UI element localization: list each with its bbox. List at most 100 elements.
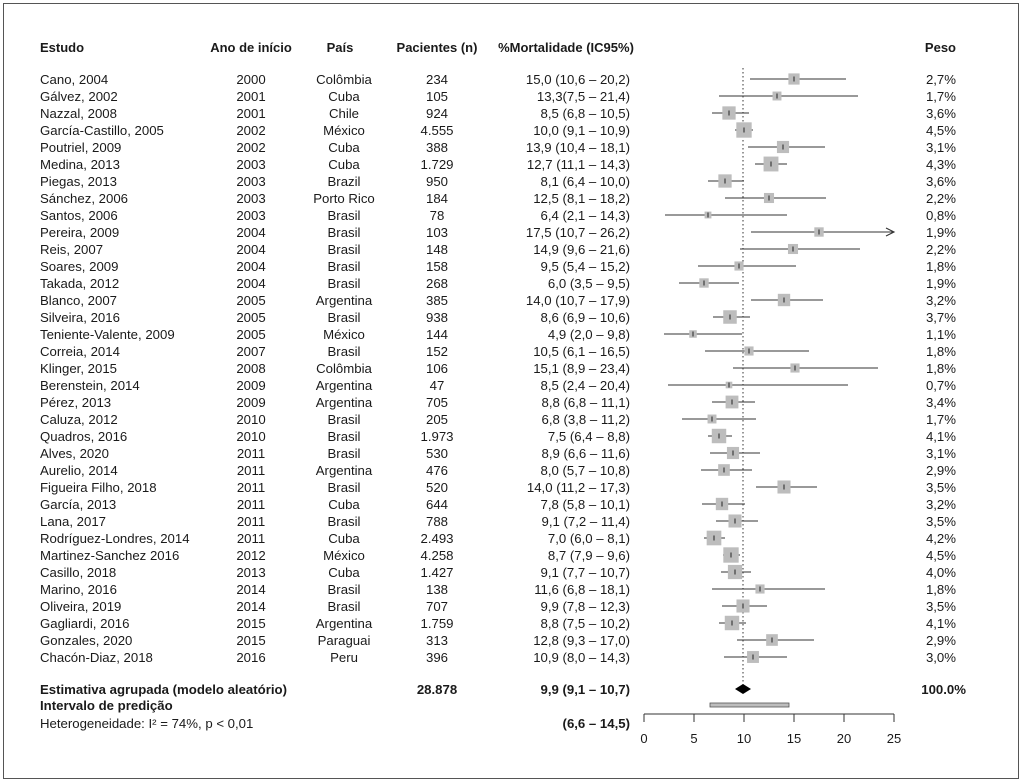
study-name: Cano, 2004 <box>40 72 108 87</box>
patients: 158 <box>426 259 448 274</box>
study-name: Berenstein, 2014 <box>40 378 140 393</box>
study-mark <box>698 261 796 271</box>
country: México <box>323 123 365 138</box>
table-row: Cano, 2004 2000 Colômbia 234 15,0 (10,6 – 20… <box>40 72 956 87</box>
start-year: 2016 <box>236 650 265 665</box>
weight: 1,9% <box>926 276 956 291</box>
study-mark <box>701 464 752 476</box>
weight: 2,2% <box>926 191 956 206</box>
start-year: 2015 <box>236 616 265 631</box>
mortality-ci: 8,6 (6,9 – 10,6) <box>541 310 630 325</box>
weight: 1,7% <box>926 412 956 427</box>
study-mark <box>702 497 745 511</box>
header-study: Estudo <box>40 40 84 55</box>
study-name: Reis, 2007 <box>40 242 103 257</box>
pooled-label: Estimativa agrupada (modelo aleatório) <box>40 682 287 697</box>
patients: 705 <box>426 395 448 410</box>
prediction-interval-bar <box>709 702 790 708</box>
patients: 268 <box>426 276 448 291</box>
patients: 788 <box>426 514 448 529</box>
study-name: Correia, 2014 <box>40 344 120 359</box>
weight: 1,8% <box>926 582 956 597</box>
study-name: Poutriel, 2009 <box>40 140 121 155</box>
start-year: 2005 <box>236 293 265 308</box>
patients: 78 <box>430 208 445 223</box>
country: Cuba <box>328 157 360 172</box>
mortality-ci: 14,0 (10,7 – 17,9) <box>526 293 630 308</box>
table-row: Lana, 2017 2011 Brasil 788 9,1 (7,2 – 11,4) 3… <box>40 514 956 529</box>
weight: 3,5% <box>926 480 956 495</box>
column-headers: Estudo Ano de início País Pacientes (n) … <box>40 40 956 55</box>
patients: 938 <box>426 310 448 325</box>
country: Argentina <box>316 395 373 410</box>
table-row: Poutriel, 2009 2002 Cuba 388 13,9 (10,4 – 18… <box>40 140 956 155</box>
study-mark <box>721 564 751 580</box>
mortality-ci: 8,1 (6,4 – 10,0) <box>541 174 630 189</box>
table-row: Alves, 2020 2011 Brasil 530 8,9 (6,6 – 11,6)… <box>40 446 956 461</box>
plot-area: 0 5 10 15 20 25 <box>640 68 901 746</box>
x-tick-label: 15 <box>787 731 801 746</box>
start-year: 2005 <box>236 327 265 342</box>
study-mark <box>682 414 756 424</box>
weight: 4,1% <box>926 616 956 631</box>
study-mark <box>719 91 858 101</box>
figure-frame <box>3 3 1019 779</box>
table-row: Pereira, 2009 2004 Brasil 103 17,5 (10,7 – 2… <box>40 225 956 240</box>
start-year: 2011 <box>237 463 265 478</box>
study-name: Chacón-Diaz, 2018 <box>40 650 153 665</box>
country: Cuba <box>328 89 360 104</box>
study-mark <box>723 547 740 563</box>
mortality-ci: 10,5 (6,1 – 16,5) <box>533 344 630 359</box>
patients: 205 <box>426 412 448 427</box>
start-year: 2004 <box>236 225 265 240</box>
patients: 2.493 <box>420 531 453 546</box>
weight: 3,1% <box>926 446 956 461</box>
study-mark <box>755 156 787 172</box>
weight: 3,7% <box>926 310 956 325</box>
header-country: País <box>327 40 354 55</box>
weight: 1,8% <box>926 344 956 359</box>
country: Brasil <box>328 208 361 223</box>
start-year: 2014 <box>236 599 265 614</box>
country: Brasil <box>328 242 361 257</box>
study-mark <box>719 615 746 631</box>
study-name: Medina, 2013 <box>40 157 120 172</box>
patients: 924 <box>426 106 448 121</box>
start-year: 2001 <box>236 89 265 104</box>
table-row: Marino, 2016 2014 Brasil 138 11,6 (6,8 – 18,… <box>40 582 956 597</box>
header-mortality: %Mortalidade (IC95%) <box>498 40 634 55</box>
country: México <box>323 548 365 563</box>
study-name: Silveira, 2016 <box>40 310 120 325</box>
mortality-ci: 7,5 (6,4 – 8,8) <box>548 429 630 444</box>
study-mark <box>710 446 760 460</box>
study-mark <box>664 330 742 338</box>
patients: 385 <box>426 293 448 308</box>
mortality-ci: 7,0 (6,0 – 8,1) <box>548 531 630 546</box>
study-mark <box>712 106 749 120</box>
start-year: 2003 <box>236 208 265 223</box>
country: Argentina <box>316 616 373 631</box>
start-year: 2011 <box>237 514 265 529</box>
start-year: 2015 <box>236 633 265 648</box>
mortality-ci: 17,5 (10,7 – 26,2) <box>526 225 630 240</box>
country: México <box>323 327 365 342</box>
country: Brasil <box>328 276 361 291</box>
start-year: 2014 <box>236 582 265 597</box>
study-mark <box>750 73 846 85</box>
study-mark <box>708 174 744 188</box>
weight: 4,3% <box>926 157 956 172</box>
country: Brasil <box>328 480 361 495</box>
mortality-ci: 10,9 (8,0 – 14,3) <box>533 650 630 665</box>
study-mark <box>665 211 787 219</box>
mortality-ci: 13,9 (10,4 – 18,1) <box>526 140 630 155</box>
country: Brazil <box>328 174 361 189</box>
weight: 1,8% <box>926 361 956 376</box>
table-row: Figueira Filho, 2018 2011 Brasil 520 14,0 (1… <box>40 480 956 495</box>
study-mark <box>725 192 826 204</box>
patients: 388 <box>426 140 448 155</box>
study-name: Oliveira, 2019 <box>40 599 121 614</box>
start-year: 2009 <box>236 378 265 393</box>
weight: 4,5% <box>926 548 956 563</box>
study-mark <box>756 480 817 494</box>
mortality-ci: 8,0 (5,7 – 10,8) <box>541 463 630 478</box>
